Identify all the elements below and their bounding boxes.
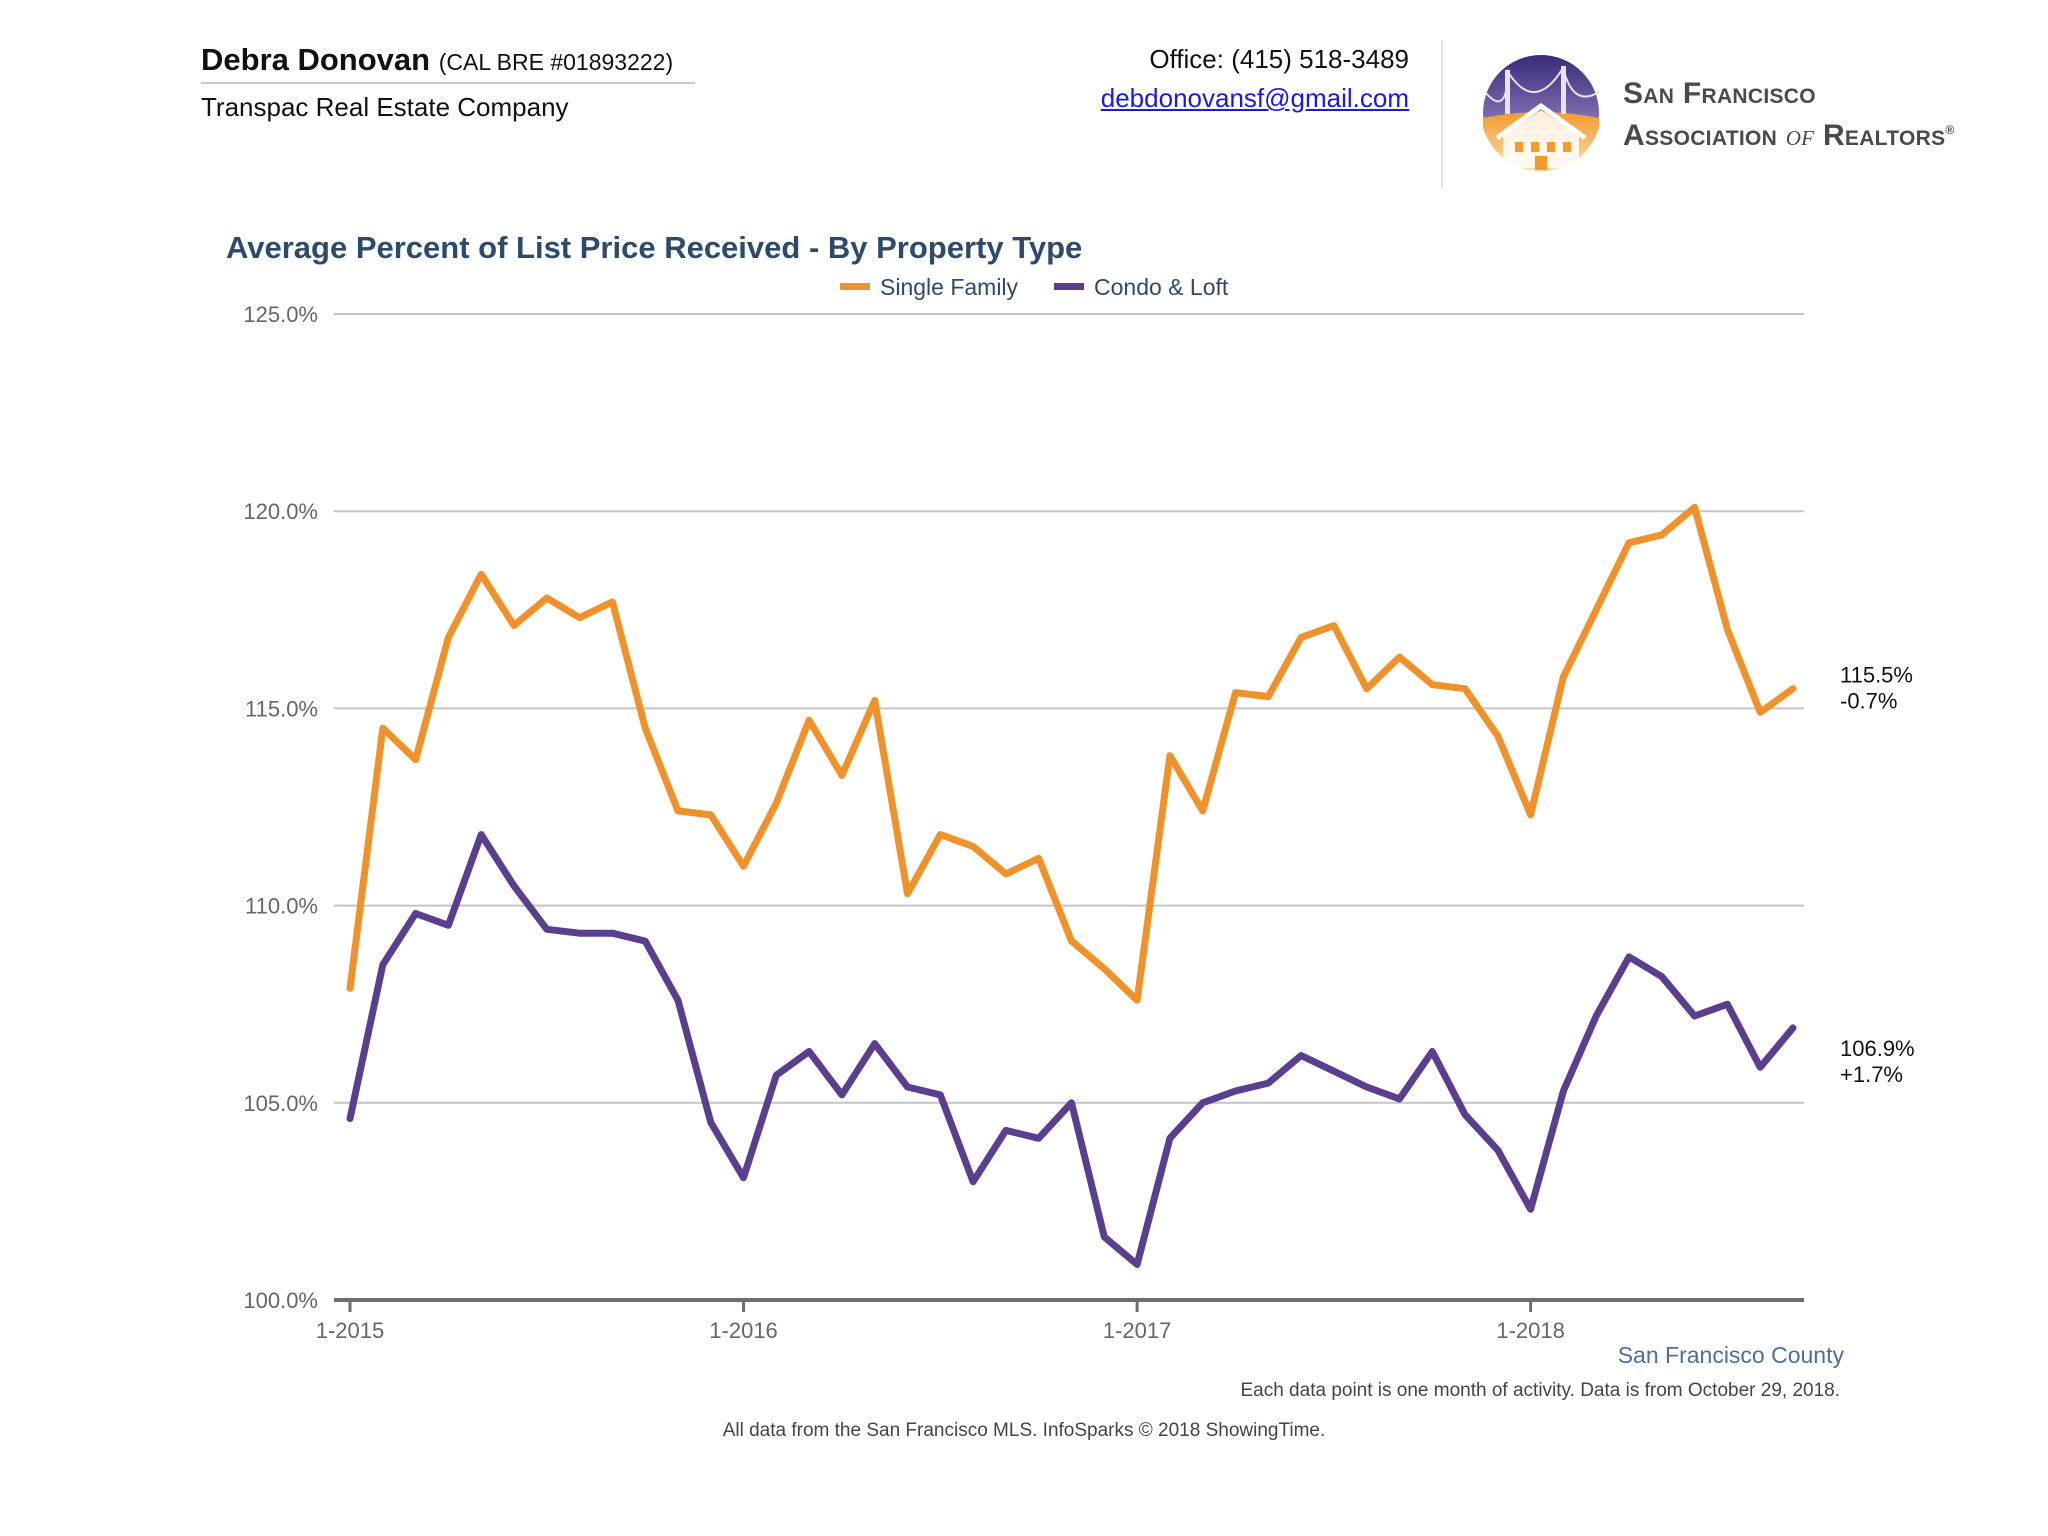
y-tick-label: 125.0% [243, 302, 318, 327]
agent-license: (CAL BRE #01893222) [438, 49, 674, 75]
legend-label-single-family: Single Family [880, 274, 1019, 300]
agent-name: Debra Donovan [201, 42, 431, 77]
series-line-condo-loft [346, 831, 1797, 1268]
email-link[interactable]: debdonovansf@gmail.com [1100, 83, 1409, 113]
logo-line-2: Association of Realtors® [1623, 112, 1955, 154]
gridlines [334, 313, 1804, 1301]
sfar-logo: San Francisco Association of Realtors® [1475, 48, 2035, 178]
y-tick-label: 110.0% [245, 894, 318, 919]
logo-line-1: San Francisco [1623, 77, 1816, 110]
end-change-single-family: -0.7% [1840, 689, 1897, 714]
legend: Single Family Condo & Loft [840, 274, 1229, 300]
header-divider [1441, 40, 1443, 188]
y-axis-labels: 100.0% 105.0% 110.0% 115.0% 120.0% 125.0… [243, 302, 318, 1313]
region-label: San Francisco County [1618, 1342, 1845, 1368]
x-axis-ticks: 1-2015 1-2016 1-2017 1-2018 [316, 1300, 1565, 1343]
y-tick-label: 120.0% [243, 499, 318, 524]
x-tick-label: 1-2017 [1103, 1318, 1172, 1343]
registered-mark: ® [1945, 123, 1955, 137]
logo-line-2-a: Association [1623, 119, 1786, 152]
office-phone: Office: (415) 518-3489 [1149, 44, 1409, 74]
agent-line: Debra Donovan (CAL BRE #01893222) [201, 42, 695, 78]
legend-label-condo-loft: Condo & Loft [1094, 274, 1229, 300]
end-change-condo-loft: +1.7% [1840, 1062, 1903, 1087]
x-tick-label: 1-2015 [316, 1318, 385, 1343]
y-tick-label: 100.0% [243, 1288, 318, 1313]
logo-wordmark: San Francisco Association of Realtors® [1623, 76, 1955, 154]
agent-divider [201, 82, 695, 84]
end-value-single-family: 115.5% [1840, 663, 1913, 688]
agent-company: Transpac Real Estate Company [201, 92, 569, 122]
chart-title: Average Percent of List Price Received -… [226, 230, 1082, 265]
agent-info: Debra Donovan (CAL BRE #01893222) Transp… [201, 42, 695, 123]
logo-line-2-b: Realtors [1814, 119, 1946, 152]
x-tick-label: 1-2018 [1496, 1318, 1565, 1343]
end-value-condo-loft: 106.9% [1840, 1036, 1915, 1061]
x-tick-label: 1-2016 [709, 1318, 778, 1343]
y-tick-label: 115.0% [245, 696, 318, 721]
end-labels: 115.5% -0.7% 106.9% +1.7% [1840, 663, 1915, 1087]
contact-info: Office: (415) 518-3489 debdonovansf@gmai… [1101, 44, 1409, 114]
data-note: Each data point is one month of activity… [1240, 1380, 1840, 1401]
legend-swatch-condo-loft [1054, 283, 1084, 290]
series-line-single-family [346, 503, 1797, 1004]
y-tick-label: 105.0% [243, 1091, 318, 1116]
logo-line-2-of: of [1785, 119, 1815, 152]
source-credit: All data from the San Francisco MLS. Inf… [723, 1420, 1326, 1441]
legend-swatch-single-family [840, 283, 870, 290]
golden-gate-house-icon [1483, 55, 1600, 172]
